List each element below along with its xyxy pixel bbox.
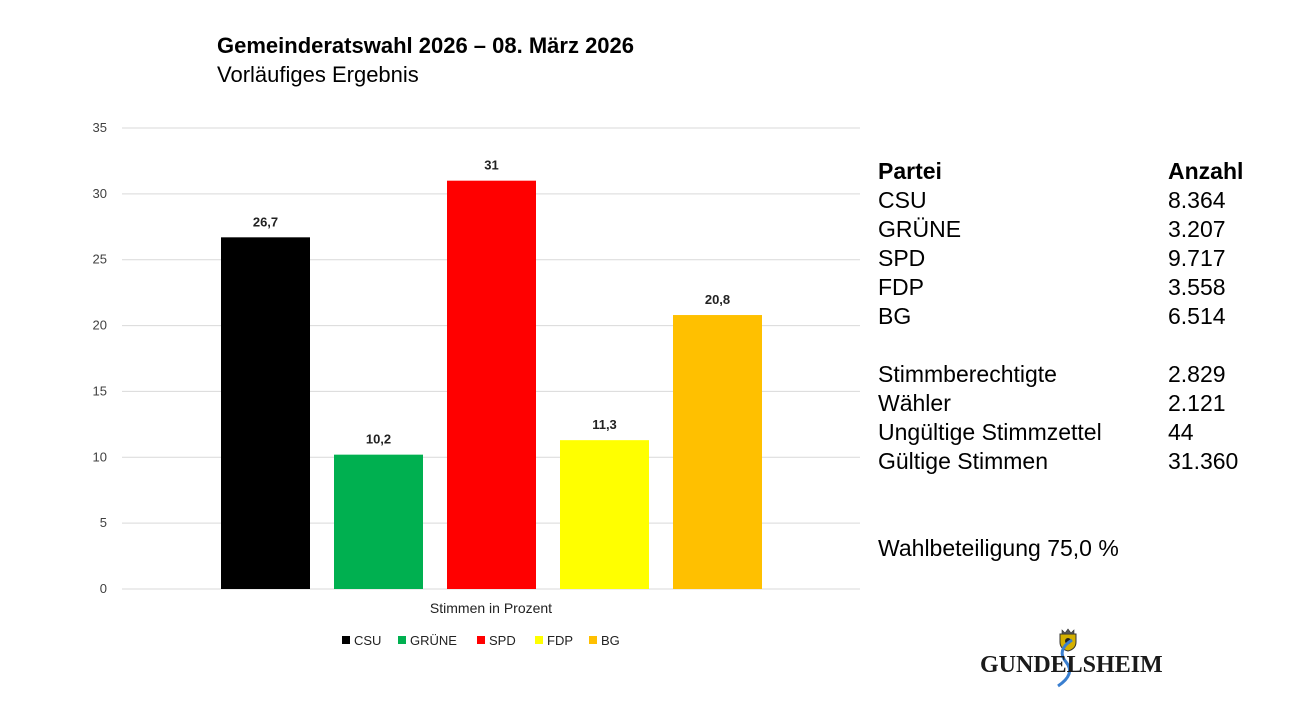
results-table: Partei Anzahl CSU 8.364 GRÜNE 3.207 SPD … <box>878 157 1243 476</box>
bar-grüne <box>334 454 423 589</box>
legend-swatch <box>398 636 406 644</box>
bar-csu <box>221 237 310 589</box>
data-label: 11,3 <box>592 417 617 432</box>
legend: CSU GRÜNE SPD FDP BG <box>342 633 620 648</box>
y-tick-label: 15 <box>93 383 107 398</box>
data-label: 10,2 <box>366 432 391 447</box>
data-labels: 26,7 10,2 31 11,3 20,8 <box>253 158 730 447</box>
legend-swatch <box>342 636 350 644</box>
party-row: FDP 3.558 <box>878 273 1243 302</box>
chart-subtitle: Vorläufiges Ergebnis <box>217 62 419 87</box>
legend-label: GRÜNE <box>410 633 457 648</box>
party-row: BG 6.514 <box>878 302 1243 331</box>
legend-label: FDP <box>547 633 573 648</box>
logo-text: GUNDELSHEIM <box>980 652 1163 678</box>
party-count: 9.717 <box>1168 245 1226 271</box>
legend-label: SPD <box>489 633 516 648</box>
y-axis-ticks: 0 5 10 15 20 25 30 35 <box>93 120 107 596</box>
bar-bg <box>673 315 762 589</box>
party-row: SPD 9.717 <box>878 244 1243 273</box>
stat-row: Ungültige Stimmzettel 44 <box>878 418 1243 447</box>
voter-turnout: Wahlbeteiligung 75,0 % <box>878 535 1119 561</box>
party-name: CSU <box>878 187 927 213</box>
legend-swatch <box>477 636 485 644</box>
y-tick-label: 35 <box>93 120 107 135</box>
bars <box>221 180 762 589</box>
stat-name: Gültige Stimmen <box>878 448 1049 474</box>
y-tick-label: 5 <box>100 515 107 530</box>
party-name: BG <box>878 303 912 329</box>
header-count: Anzahl <box>1168 158 1244 184</box>
swoosh-icon <box>1057 638 1073 688</box>
data-label: 26,7 <box>253 214 278 229</box>
y-tick-label: 0 <box>100 581 107 596</box>
y-tick-label: 20 <box>93 318 107 333</box>
party-row: GRÜNE 3.207 <box>878 215 1243 244</box>
party-row: CSU 8.364 <box>878 186 1243 215</box>
stat-row: Gültige Stimmen 31.360 <box>878 447 1243 476</box>
y-tick-label: 10 <box>93 449 107 464</box>
party-count: 8.364 <box>1168 187 1226 213</box>
stat-value: 44 <box>1168 419 1194 445</box>
x-axis-label: Stimmen in Prozent <box>430 600 552 616</box>
stat-name: Stimmberechtigte <box>878 361 1057 387</box>
stat-value: 31.360 <box>1168 448 1239 474</box>
y-tick-label: 30 <box>93 186 107 201</box>
stat-row: Wähler 2.121 <box>878 389 1243 418</box>
data-label: 20,8 <box>705 292 730 307</box>
spacer-row <box>878 331 1243 360</box>
data-label: 31 <box>484 158 498 173</box>
party-name: GRÜNE <box>878 216 962 242</box>
party-name: SPD <box>878 245 926 271</box>
stat-row: Stimmberechtigte 2.829 <box>878 360 1243 389</box>
stat-name: Ungültige Stimmzettel <box>878 419 1102 445</box>
header-party: Partei <box>878 158 942 184</box>
legend-swatch <box>535 636 543 644</box>
legend-swatch <box>589 636 597 644</box>
party-count: 6.514 <box>1168 303 1226 329</box>
party-count: 3.558 <box>1168 274 1226 300</box>
legend-label: CSU <box>354 633 381 648</box>
gundelsheim-logo: GUNDELSHEIM <box>980 628 1163 688</box>
y-tick-label: 25 <box>93 252 107 267</box>
stat-name: Wähler <box>878 390 951 416</box>
party-count: 3.207 <box>1168 216 1226 242</box>
results-header-row: Partei Anzahl <box>878 157 1243 186</box>
bar-spd <box>447 180 536 589</box>
legend-label: BG <box>601 633 620 648</box>
party-name: FDP <box>878 274 924 300</box>
bar-chart: 0 5 10 15 20 25 30 35 26,7 10,2 31 11,3 20,8 Stimme… <box>93 120 860 648</box>
stat-value: 2.829 <box>1168 361 1226 387</box>
bar-fdp <box>560 440 649 589</box>
stat-value: 2.121 <box>1168 390 1226 416</box>
chart-title: Gemeinderatswahl 2026 – 08. März 2026 <box>217 33 635 58</box>
